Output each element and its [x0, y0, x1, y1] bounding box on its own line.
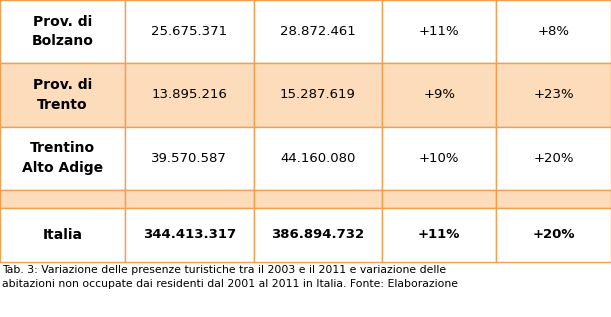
Bar: [496, 208, 611, 262]
Text: +8%: +8%: [538, 25, 569, 38]
Bar: [496, 208, 611, 262]
Bar: [0, 190, 125, 208]
Bar: [0, 0, 125, 63]
Bar: [496, 0, 611, 63]
Text: Prov. di
Bolzano: Prov. di Bolzano: [32, 15, 93, 49]
Bar: [254, 126, 382, 190]
Bar: [382, 126, 496, 190]
Bar: [125, 0, 254, 63]
Text: 28.872.461: 28.872.461: [280, 25, 356, 38]
Text: +11%: +11%: [418, 228, 460, 241]
Bar: [496, 126, 611, 190]
Text: Trentino
Alto Adige: Trentino Alto Adige: [22, 141, 103, 175]
Bar: [254, 0, 382, 63]
Bar: [125, 126, 254, 190]
Text: Prov. di
Trento: Prov. di Trento: [33, 78, 92, 112]
Text: +9%: +9%: [423, 88, 455, 101]
Bar: [496, 126, 611, 190]
Bar: [254, 190, 382, 208]
Bar: [125, 190, 254, 208]
Text: 13.895.216: 13.895.216: [152, 88, 227, 101]
Bar: [496, 63, 611, 126]
Text: +23%: +23%: [533, 88, 574, 101]
Bar: [254, 190, 382, 208]
Bar: [382, 63, 496, 126]
Text: 39.570.587: 39.570.587: [152, 152, 227, 165]
Text: 25.675.371: 25.675.371: [152, 25, 227, 38]
Text: 386.894.732: 386.894.732: [271, 228, 364, 241]
Text: +11%: +11%: [419, 25, 459, 38]
Bar: [125, 126, 254, 190]
Bar: [382, 0, 496, 63]
Bar: [254, 126, 382, 190]
Text: Italia: Italia: [43, 228, 82, 242]
Bar: [125, 208, 254, 262]
Bar: [382, 208, 496, 262]
Bar: [254, 208, 382, 262]
Bar: [0, 0, 125, 63]
Bar: [254, 0, 382, 63]
Bar: [0, 208, 125, 262]
Text: 344.413.317: 344.413.317: [143, 228, 236, 241]
Bar: [125, 63, 254, 126]
Bar: [254, 63, 382, 126]
Bar: [0, 208, 125, 262]
Text: +20%: +20%: [533, 152, 574, 165]
Bar: [0, 126, 125, 190]
Bar: [382, 126, 496, 190]
Bar: [0, 63, 125, 126]
Bar: [496, 190, 611, 208]
Bar: [0, 126, 125, 190]
Bar: [254, 63, 382, 126]
Bar: [382, 190, 496, 208]
Bar: [496, 190, 611, 208]
Bar: [0, 63, 125, 126]
Bar: [125, 190, 254, 208]
Text: +20%: +20%: [532, 228, 575, 241]
Text: 15.287.619: 15.287.619: [280, 88, 356, 101]
Text: +10%: +10%: [419, 152, 459, 165]
Bar: [496, 0, 611, 63]
Bar: [382, 190, 496, 208]
Bar: [0, 190, 125, 208]
Bar: [254, 208, 382, 262]
Bar: [382, 0, 496, 63]
Bar: [125, 208, 254, 262]
Text: 44.160.080: 44.160.080: [280, 152, 356, 165]
Text: Tab. 3: Variazione delle presenze turistiche tra il 2003 e il 2011 e variazione : Tab. 3: Variazione delle presenze turist…: [2, 265, 458, 289]
Bar: [125, 0, 254, 63]
Bar: [125, 63, 254, 126]
Bar: [382, 63, 496, 126]
Bar: [382, 208, 496, 262]
Bar: [496, 63, 611, 126]
